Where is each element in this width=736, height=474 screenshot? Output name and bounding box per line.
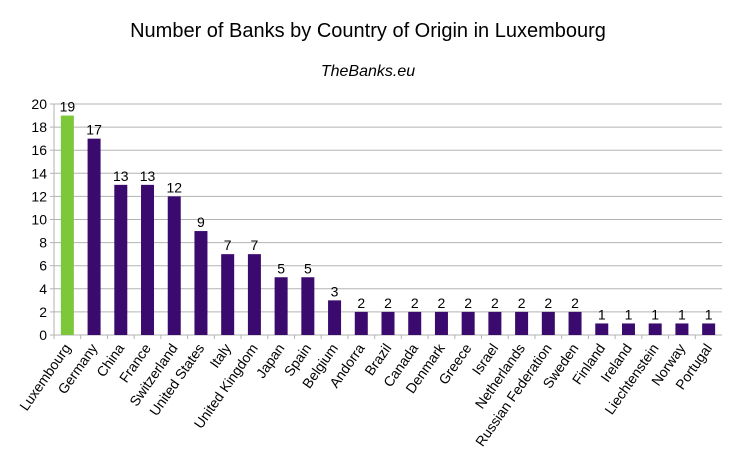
y-tick-label: 16 <box>31 142 47 158</box>
bar <box>648 323 662 335</box>
bar <box>675 323 689 335</box>
data-label: 5 <box>277 260 285 276</box>
bar <box>408 311 422 335</box>
chart-title: Number of Banks by Country of Origin in … <box>130 20 606 42</box>
data-label: 2 <box>518 295 526 311</box>
bar <box>274 277 288 335</box>
data-label: 7 <box>224 237 232 253</box>
y-tick-label: 4 <box>39 281 47 297</box>
data-label: 1 <box>651 306 659 322</box>
bar <box>568 311 582 335</box>
data-label: 2 <box>491 295 499 311</box>
bar <box>488 311 502 335</box>
y-tick-label: 0 <box>39 327 47 343</box>
data-label: 1 <box>705 306 713 322</box>
bar <box>621 323 635 335</box>
data-label: 2 <box>357 295 365 311</box>
x-tick-label: Japan <box>253 341 288 381</box>
y-tick-label: 8 <box>39 235 47 251</box>
bar <box>354 311 368 335</box>
data-label: 1 <box>598 306 606 322</box>
bar <box>114 184 128 335</box>
data-label: 3 <box>331 283 339 299</box>
bar <box>60 115 74 335</box>
y-tick-label: 6 <box>39 258 47 274</box>
data-label: 12 <box>166 179 182 195</box>
data-label: 1 <box>625 306 633 322</box>
y-tick-label: 10 <box>31 212 47 228</box>
data-label: 2 <box>544 295 552 311</box>
bar <box>301 277 315 335</box>
chart-subtitle: TheBanks.eu <box>320 63 416 80</box>
data-label: 2 <box>571 295 579 311</box>
y-tick-label: 12 <box>31 188 47 204</box>
bar <box>595 323 609 335</box>
data-label: 2 <box>384 295 392 311</box>
bar <box>167 196 181 335</box>
data-label: 7 <box>251 237 259 253</box>
data-label: 19 <box>60 99 76 115</box>
bar <box>541 311 555 335</box>
data-label: 17 <box>86 122 102 138</box>
data-label: 5 <box>304 260 312 276</box>
data-label: 9 <box>197 214 205 230</box>
data-label: 13 <box>113 168 129 184</box>
y-tick-label: 20 <box>31 96 47 112</box>
bar <box>87 138 101 335</box>
bar <box>247 254 261 335</box>
bar <box>381 311 395 335</box>
data-label: 2 <box>438 295 446 311</box>
data-label: 13 <box>140 168 156 184</box>
y-tick-label: 2 <box>39 304 47 320</box>
y-tick-label: 14 <box>31 165 47 181</box>
bar <box>221 254 235 335</box>
bar <box>434 311 448 335</box>
bar <box>461 311 475 335</box>
y-tick-label: 18 <box>31 119 47 135</box>
data-label: 1 <box>678 306 686 322</box>
bar <box>328 300 342 335</box>
bar <box>702 323 716 335</box>
data-label: 2 <box>464 295 472 311</box>
bar <box>194 231 208 335</box>
bar <box>515 311 529 335</box>
bar <box>141 184 155 335</box>
data-label: 2 <box>411 295 419 311</box>
